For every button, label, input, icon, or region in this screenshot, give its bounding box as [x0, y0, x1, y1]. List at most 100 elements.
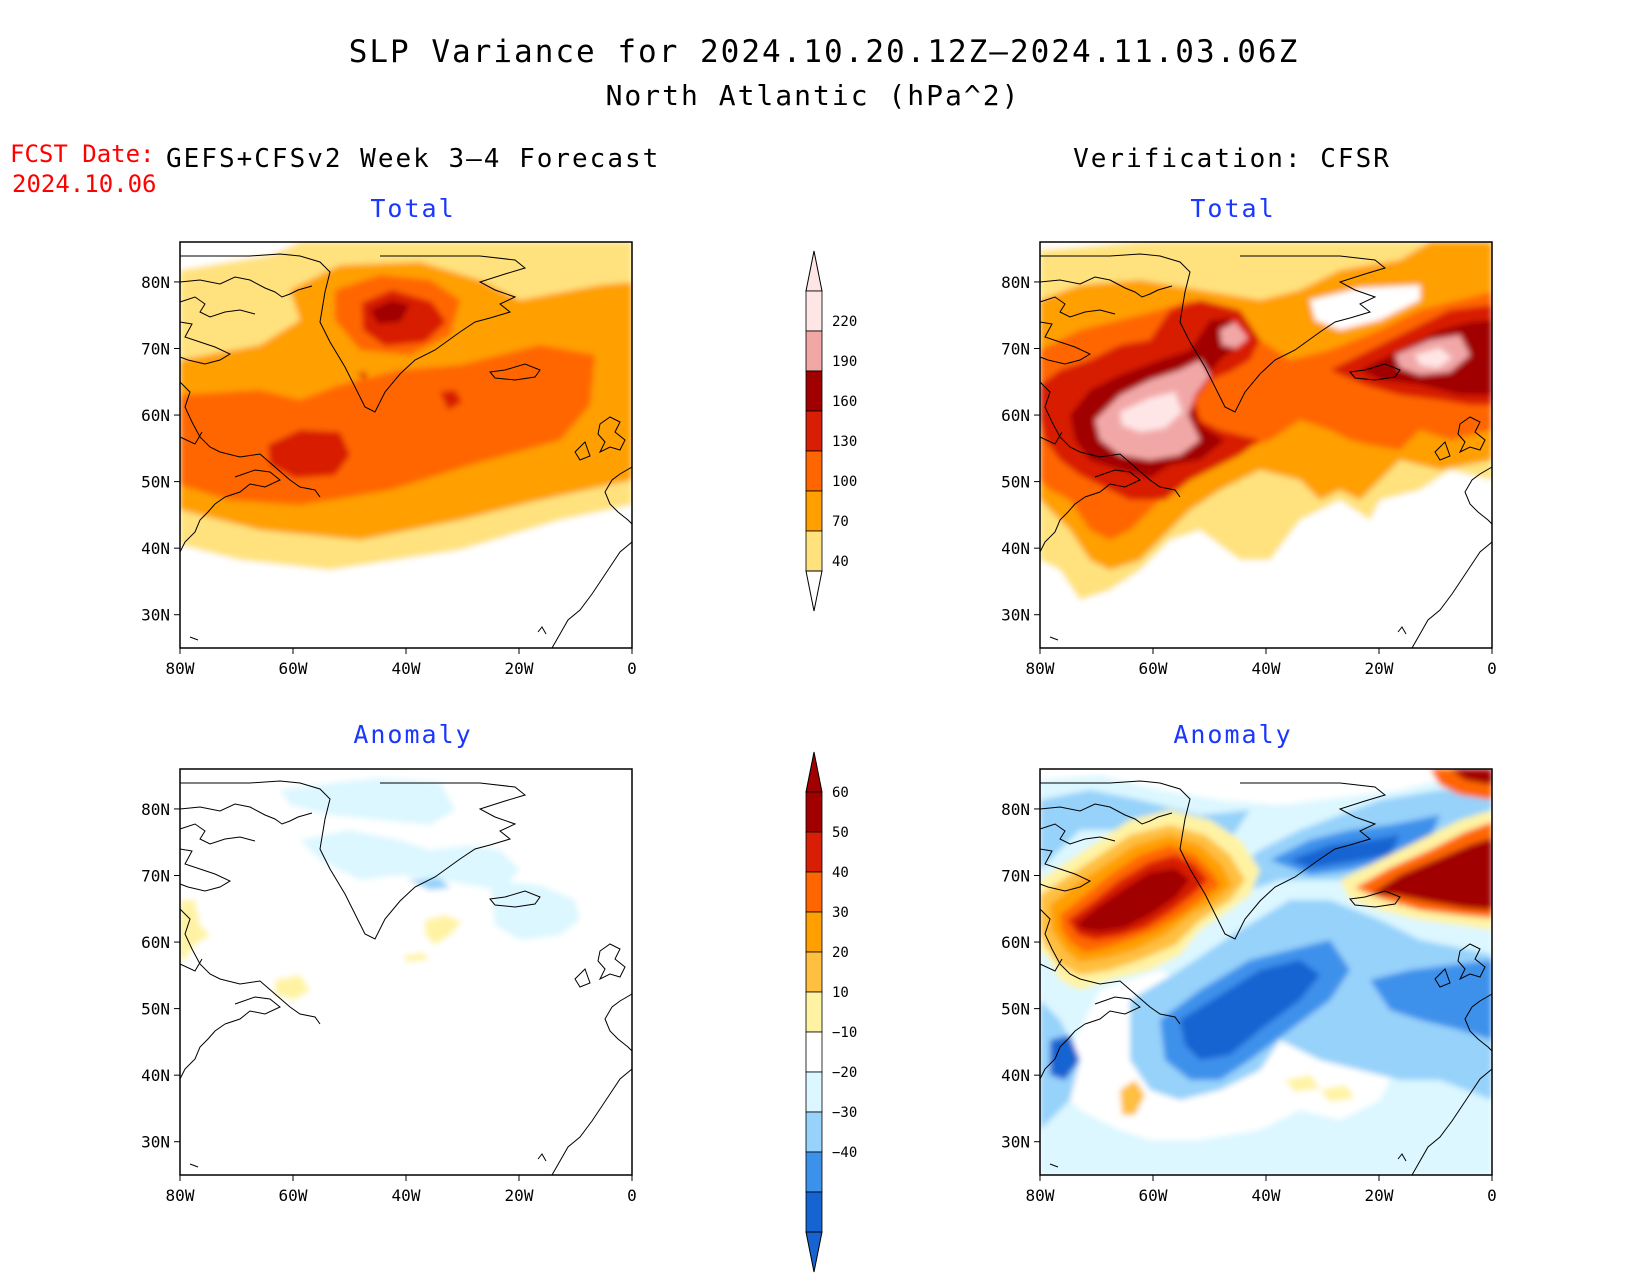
- lon-tick-label: 0: [627, 1186, 637, 1205]
- column-title-verification: Verification: CFSR: [1073, 144, 1391, 174]
- lat-tick-label: 50N: [1001, 1000, 1030, 1019]
- lon-tick-label: 20W: [505, 1186, 534, 1205]
- map-panel-verification-total: [1039, 241, 1493, 649]
- colorbar-level-label: 100: [832, 474, 857, 490]
- lat-tick-label: 70N: [141, 339, 170, 358]
- colorbar-level-label: 160: [832, 394, 857, 410]
- colorbar-level-label: 10: [832, 985, 849, 1001]
- lat-tick-label: 30N: [1001, 606, 1030, 625]
- lat-tick-label: 40N: [1001, 539, 1030, 558]
- lon-tick-label: 20W: [1365, 659, 1394, 678]
- colorbar-level-label: −30: [832, 1105, 857, 1121]
- colorbar-level-label: 40: [832, 865, 849, 881]
- colorbar-level-label: 190: [832, 354, 857, 370]
- lon-tick-label: 60W: [279, 659, 308, 678]
- colorbar-level-label: −10: [832, 1025, 857, 1041]
- colorbar-level-label: 60: [832, 785, 849, 801]
- lat-tick-label: 40N: [141, 1066, 170, 1085]
- colorbar-segment: [805, 410, 823, 452]
- colorbar-cap-top: [805, 250, 823, 292]
- column-title-forecast: GEFS+CFSv2 Week 3–4 Forecast: [166, 144, 660, 174]
- colorbar-segment: [805, 290, 823, 332]
- panel-title-forecast-anomaly: Anomaly: [353, 720, 472, 749]
- colorbar-cap-top: [805, 751, 823, 793]
- colorbar-segment: [805, 1111, 823, 1153]
- lat-tick-label: 70N: [1001, 866, 1030, 885]
- colorbar-segment: [805, 1191, 823, 1233]
- colorbar-segment: [805, 991, 823, 1033]
- lon-tick-label: 80W: [166, 659, 195, 678]
- colorbar-cap-bottom: [805, 570, 823, 612]
- colorbar-cap-bottom: [805, 1231, 823, 1273]
- lon-tick-label: 0: [1487, 1186, 1497, 1205]
- figure-title-line2: North Atlantic (hPa^2): [606, 79, 1021, 112]
- lat-tick-label: 50N: [141, 473, 170, 492]
- lat-tick-label: 80N: [1001, 800, 1030, 819]
- lat-tick-label: 50N: [141, 1000, 170, 1019]
- lat-tick-label: 30N: [141, 1133, 170, 1152]
- lon-tick-label: 40W: [1252, 1186, 1281, 1205]
- lon-tick-label: 80W: [166, 1186, 195, 1205]
- lat-tick-label: 30N: [141, 606, 170, 625]
- colorbar-segment: [805, 1151, 823, 1193]
- lat-tick-label: 60N: [1001, 933, 1030, 952]
- lat-tick-label: 40N: [141, 539, 170, 558]
- panel-title-forecast-total: Total: [370, 194, 455, 223]
- colorbar-segment: [805, 450, 823, 492]
- colorbar-segment: [805, 1031, 823, 1073]
- lon-tick-label: 0: [1487, 659, 1497, 678]
- colorbar-level-label: 70: [832, 514, 849, 530]
- panel-title-verification-anomaly: Anomaly: [1173, 720, 1292, 749]
- lon-tick-label: 0: [627, 659, 637, 678]
- lat-tick-label: 70N: [1001, 339, 1030, 358]
- lat-tick-label: 80N: [141, 800, 170, 819]
- lat-tick-label: 80N: [1001, 273, 1030, 292]
- colorbar-level-label: 40: [832, 554, 849, 570]
- axis-labels: 80N 70N 60N 50N 40N 30N 80W 60W 40W 20W 0 80N 70N 60N…: [141, 273, 1497, 1205]
- lon-tick-label: 80W: [1026, 659, 1055, 678]
- colorbar-segment: [805, 951, 823, 993]
- colorbar-level-label: 30: [832, 905, 849, 921]
- colorbar-total: 220 190 160 130 100 70 40: [805, 250, 857, 612]
- lon-tick-label: 60W: [1139, 659, 1168, 678]
- panel-title-verification-total: Total: [1190, 194, 1275, 223]
- figure-title-line1: SLP Variance for 2024.10.20.12Z–2024.11.…: [349, 34, 1300, 70]
- lat-tick-label: 60N: [1001, 406, 1030, 425]
- fcst-date-value: 2024.10.06: [12, 170, 157, 198]
- fcst-date-label: FCST Date:: [10, 140, 155, 168]
- colorbar-segment: [805, 370, 823, 412]
- lat-tick-label: 50N: [1001, 473, 1030, 492]
- colorbar-level-label: −20: [832, 1065, 857, 1081]
- colorbar-segment: [805, 871, 823, 913]
- lon-tick-label: 20W: [505, 659, 534, 678]
- colorbar-level-label: −40: [832, 1145, 857, 1161]
- colorbar-segment: [805, 791, 823, 833]
- lat-tick-label: 70N: [141, 866, 170, 885]
- lon-tick-label: 80W: [1026, 1186, 1055, 1205]
- lat-tick-label: 30N: [1001, 1133, 1030, 1152]
- colorbar-level-label: 130: [832, 434, 857, 450]
- colorbar-level-label: 20: [832, 945, 849, 961]
- lon-tick-label: 20W: [1365, 1186, 1394, 1205]
- map-panel-forecast-total: [179, 241, 633, 649]
- colorbar-segment: [805, 530, 823, 572]
- lon-tick-label: 40W: [392, 659, 421, 678]
- colorbar-segment: [805, 1071, 823, 1113]
- lat-tick-label: 60N: [141, 933, 170, 952]
- map-panel-forecast-anomaly: [179, 768, 633, 1176]
- colorbar-anomaly: 60 50 40 30 20 10 −10 −20 −30 −40: [805, 751, 857, 1273]
- lon-tick-label: 40W: [1252, 659, 1281, 678]
- colorbar-segment: [805, 330, 823, 372]
- lon-tick-label: 60W: [1139, 1186, 1168, 1205]
- map-panel-verification-anomaly: [1039, 768, 1493, 1176]
- colorbar-level-label: 50: [832, 825, 849, 841]
- colorbar-segment: [805, 490, 823, 532]
- lat-tick-label: 40N: [1001, 1066, 1030, 1085]
- lon-tick-label: 60W: [279, 1186, 308, 1205]
- colorbar-level-label: 220: [832, 314, 857, 330]
- colorbar-segment: [805, 911, 823, 953]
- lon-tick-label: 40W: [392, 1186, 421, 1205]
- lat-tick-label: 60N: [141, 406, 170, 425]
- lat-tick-label: 80N: [141, 273, 170, 292]
